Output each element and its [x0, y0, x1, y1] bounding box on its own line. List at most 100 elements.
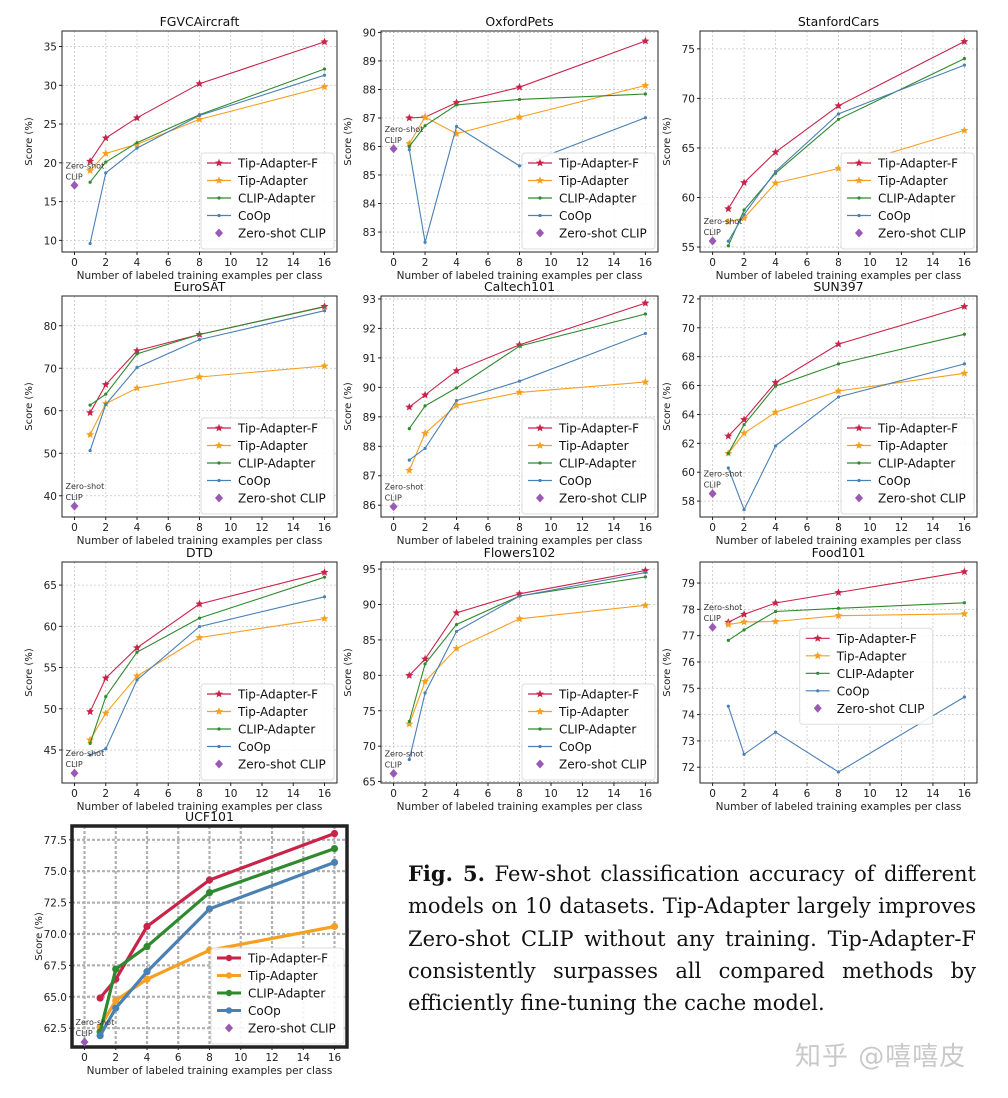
x-tick-label: 6	[485, 788, 492, 800]
series-tip-adapter-f	[86, 302, 329, 417]
x-tick-label: 8	[835, 257, 842, 269]
data-point	[135, 146, 139, 150]
y-tick-label: 80	[363, 670, 376, 682]
chart-title: Food101	[812, 545, 866, 560]
zero-shot-annotation: CLIP	[76, 1029, 93, 1038]
x-tick-label: 0	[709, 788, 716, 800]
legend-marker	[217, 213, 221, 218]
chart-oxfordpets: 0 2 4 6 8 10 12 14 16 83 84 85 86 87 88 89 90 OxfordPets N…	[343, 14, 659, 282]
x-axis-label: Number of labeled training examples per …	[716, 535, 962, 547]
y-tick-label: 93	[363, 294, 376, 306]
x-tick-label: 6	[485, 257, 492, 269]
data-point	[643, 570, 648, 575]
data-point	[423, 124, 427, 128]
data-point	[421, 654, 430, 663]
y-tick-label: 65	[44, 580, 57, 592]
x-tick-label: 2	[422, 522, 429, 534]
zero-shot-annotation: Zero-shot	[76, 1018, 115, 1027]
x-tick-label: 6	[165, 257, 172, 269]
x-axis-label: Number of labeled training examples per …	[716, 801, 962, 813]
y-tick-label: 89	[363, 412, 376, 424]
data-point	[726, 704, 730, 708]
legend-marker	[217, 744, 221, 749]
data-point	[197, 624, 202, 629]
x-tick-label: 12	[576, 788, 589, 800]
data-point	[405, 466, 414, 474]
x-tick-label: 8	[516, 522, 523, 534]
y-tick-label: 87	[363, 471, 376, 483]
y-tick-label: 87	[363, 113, 376, 125]
legend-label: CoOp	[248, 1004, 281, 1018]
zero-shot-point	[389, 769, 398, 779]
data-point	[330, 858, 339, 867]
x-tick-label: 12	[576, 257, 589, 269]
data-point	[322, 305, 327, 309]
y-tick-label: 65.0	[44, 992, 67, 1004]
data-point	[641, 81, 650, 89]
x-tick-label: 0	[390, 788, 397, 800]
x-tick-label: 4	[144, 1052, 151, 1064]
y-tick-label: 90	[363, 382, 376, 394]
data-point	[836, 606, 841, 610]
zero-shot-point	[80, 1037, 89, 1047]
data-point	[101, 380, 110, 388]
x-tick-label: 2	[102, 788, 109, 800]
x-axis-label: Number of labeled training examples per …	[77, 535, 323, 547]
y-tick-label: 58	[682, 496, 695, 508]
series-tip-adapter-f	[405, 298, 650, 411]
data-point	[421, 429, 430, 437]
y-tick-label: 85	[363, 635, 376, 647]
x-tick-label: 2	[741, 257, 748, 269]
chart-title: StanfordCars	[798, 14, 879, 29]
legend-label: Tip-Adapter	[247, 969, 318, 983]
legend-marker	[536, 759, 544, 769]
x-tick-label: 8	[835, 788, 842, 800]
legend-marker	[855, 158, 863, 167]
series-line	[89, 305, 325, 413]
legend-marker	[536, 689, 544, 698]
legend-label: CLIP-Adapter	[878, 457, 955, 471]
legend-label: CLIP-Adapter	[559, 457, 636, 471]
legend-item: CoOp	[207, 209, 271, 223]
legend-label: CoOp	[559, 474, 592, 488]
x-tick-label: 2	[112, 1052, 119, 1064]
legend-label: CoOp	[878, 209, 911, 223]
legend-marker	[857, 478, 861, 483]
legend-label: Zero-shot CLIP	[559, 492, 647, 506]
legend-item: CLIP-Adapter	[805, 667, 914, 681]
x-tick-label: 2	[422, 257, 429, 269]
data-point	[86, 408, 95, 417]
series-coop	[407, 331, 648, 462]
series-coop	[88, 309, 327, 453]
series-clip-adapter	[88, 67, 327, 184]
y-tick-label: 76	[682, 657, 696, 669]
legend-marker	[217, 196, 221, 200]
legend-item: Tip-Adapter-F	[217, 952, 328, 966]
legend: Tip-Adapter-F Tip-Adapter CLIP-Adapter CoOp…	[200, 683, 335, 781]
x-tick-label: 0	[71, 788, 78, 800]
data-point	[960, 37, 969, 45]
data-point	[133, 346, 141, 355]
x-tick-label: 12	[265, 1052, 278, 1064]
y-axis-label: Score (%)	[343, 117, 354, 166]
y-tick-label: 80	[44, 321, 57, 333]
legend-marker	[215, 759, 223, 769]
legend-item: Zero-shot CLIP	[215, 227, 326, 241]
y-tick-label: 50	[44, 704, 57, 716]
legend-marker	[813, 634, 822, 642]
chart-title: Flowers102	[484, 545, 556, 560]
series-clip-adapter	[407, 312, 648, 431]
legend-box	[521, 417, 656, 515]
data-point	[517, 379, 522, 383]
chart-caltech101: 0 2 4 6 8 10 12 14 16 86 87 88 89 90 91 92 93 Caltech101 N…	[343, 279, 659, 547]
data-point	[197, 338, 202, 342]
series-clip-adapter	[96, 845, 339, 1036]
y-axis-label: Score (%)	[343, 382, 354, 431]
legend-label: Tip-Adapter-F	[558, 422, 639, 436]
legend-label: CoOp	[238, 474, 271, 488]
legend-marker	[538, 744, 542, 749]
y-tick-label: 72.5	[44, 898, 67, 910]
legend-item: Zero-shot CLIP	[215, 492, 326, 506]
data-point	[101, 133, 110, 142]
data-point	[322, 309, 327, 313]
